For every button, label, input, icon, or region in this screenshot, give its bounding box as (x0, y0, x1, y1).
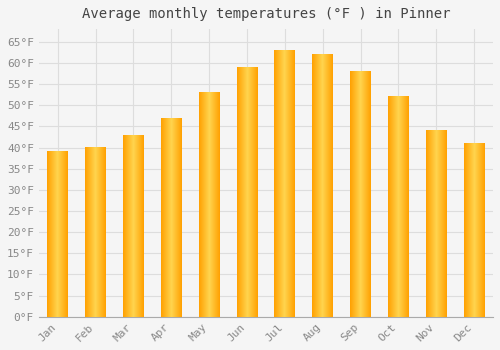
Title: Average monthly temperatures (°F ) in Pinner: Average monthly temperatures (°F ) in Pi… (82, 7, 450, 21)
